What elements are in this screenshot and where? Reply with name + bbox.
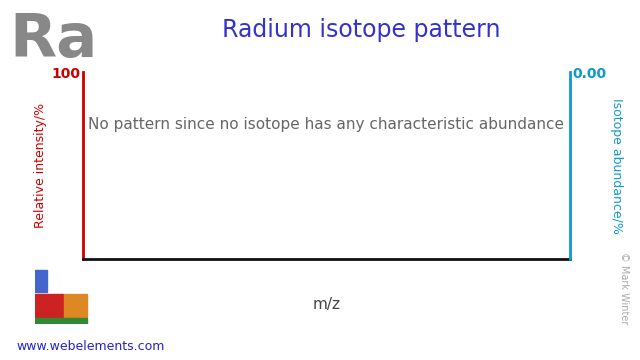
Text: No pattern since no isotope has any characteristic abundance: No pattern since no isotope has any char… [88,117,564,132]
Y-axis label: Relative intensity/%: Relative intensity/% [35,103,47,228]
Bar [64,294,87,317]
Text: © Mark Winter: © Mark Winter [619,252,629,324]
Y-axis label: Isotope abundance/%: Isotope abundance/% [610,98,623,234]
Text: Ra: Ra [10,11,98,70]
Bar [35,318,87,324]
Text: www.webelements.com: www.webelements.com [16,340,164,353]
Bar [35,294,63,317]
Text: m/z: m/z [312,297,340,312]
Text: Radium isotope pattern: Radium isotope pattern [222,18,501,42]
Bar [35,270,47,292]
